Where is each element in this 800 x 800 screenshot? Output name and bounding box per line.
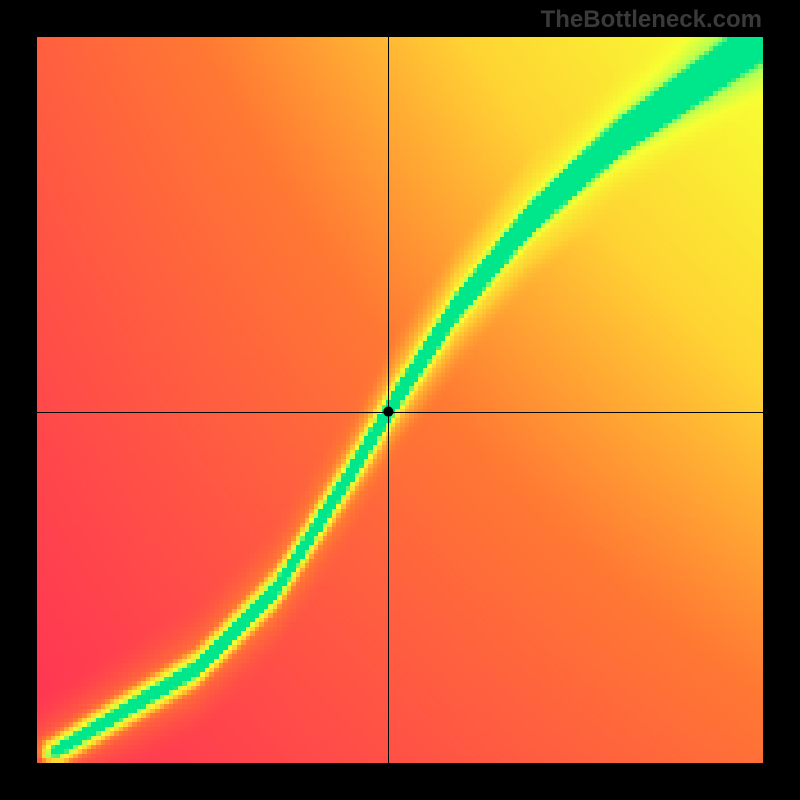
bottleneck-heatmap (37, 37, 763, 763)
attribution-label: TheBottleneck.com (541, 6, 762, 34)
chart-root: TheBottleneck.com (0, 0, 800, 800)
